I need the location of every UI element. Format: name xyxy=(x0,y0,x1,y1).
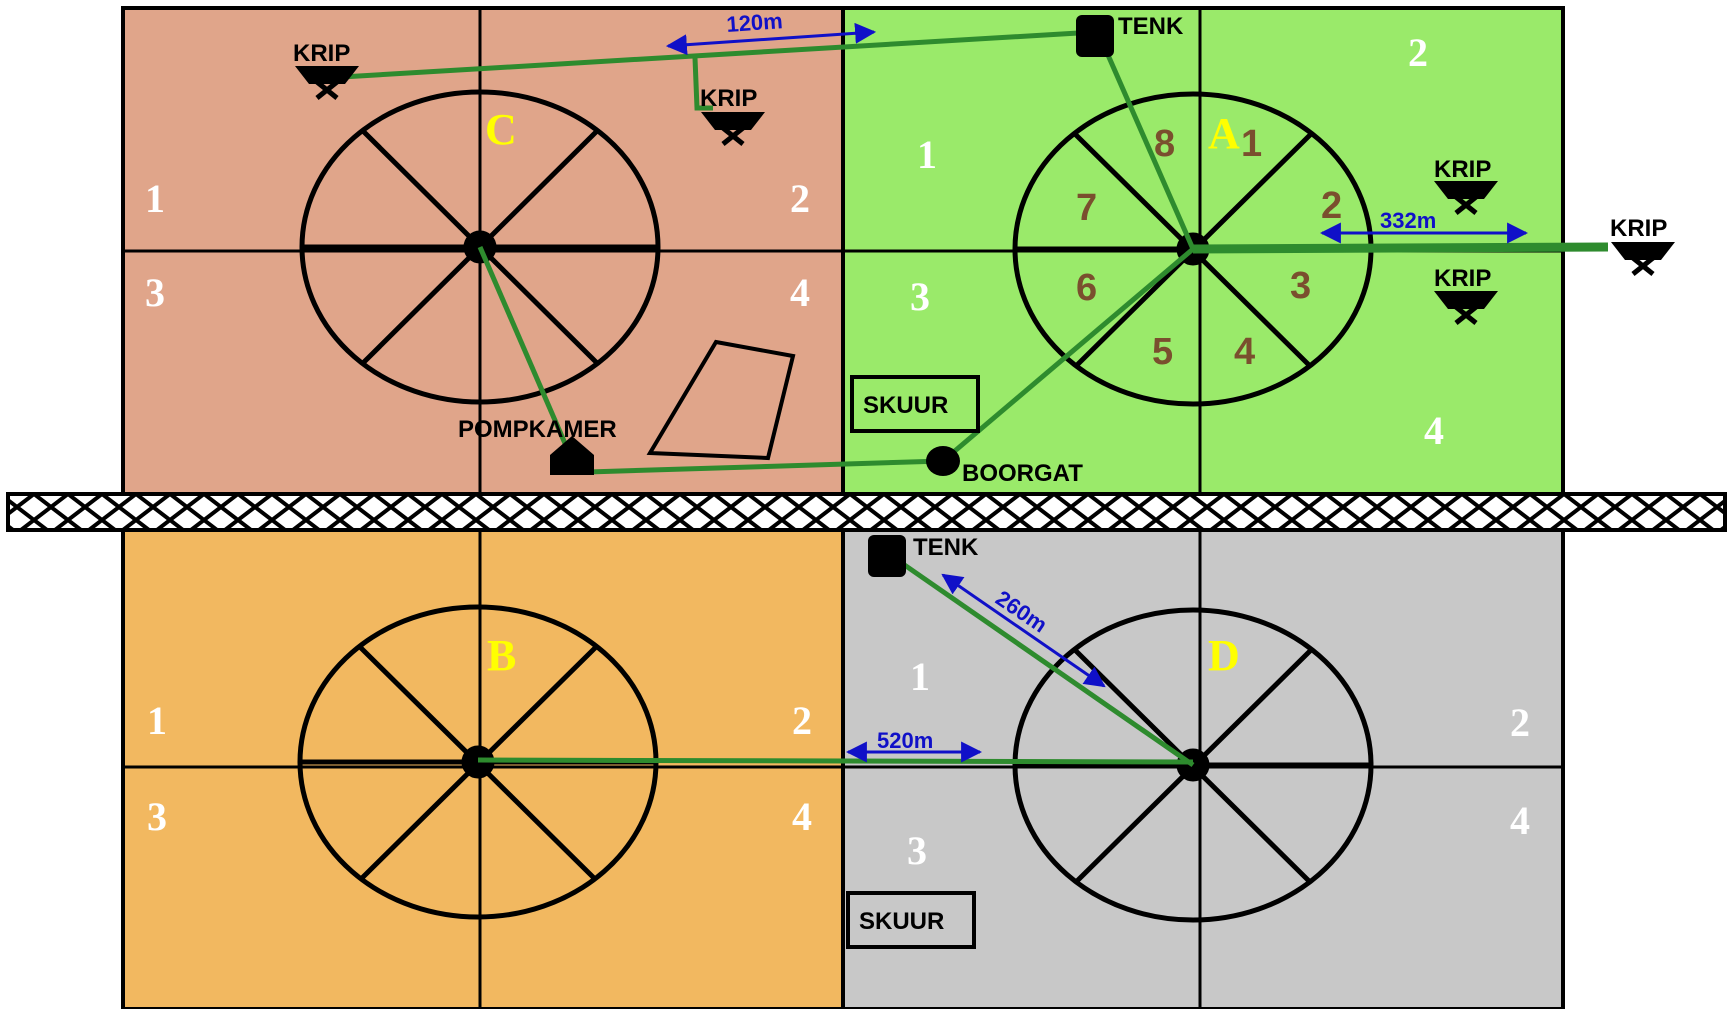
tank-icon xyxy=(868,535,906,577)
shed-d xyxy=(846,891,976,949)
plot-c-letter: C xyxy=(485,105,517,154)
plot-d-camp-2: 2 xyxy=(1510,700,1530,745)
plot-a-sector-2: 2 xyxy=(1321,185,1342,227)
plot-a-camp-2: 2 xyxy=(1408,30,1428,75)
plot-a-sector-8: 8 xyxy=(1154,123,1175,165)
boorgat-label: BOORGAT xyxy=(962,460,1083,487)
plot-c-camp-1: 1 xyxy=(145,176,165,221)
plot-a-sector-4: 4 xyxy=(1234,331,1255,373)
plot-b-letter: B xyxy=(487,631,516,680)
plot-b-camp-3: 3 xyxy=(147,794,167,839)
plot-a-camp-1: 1 xyxy=(917,132,937,177)
plot-c-camp-3: 3 xyxy=(145,270,165,315)
plot-d-camp-4: 4 xyxy=(1510,798,1530,843)
plot-b-camp-2: 2 xyxy=(792,698,812,743)
krip-label: KRIP xyxy=(1434,265,1491,292)
skuur-label: SKUUR xyxy=(859,908,944,935)
distance-120m: 120m xyxy=(726,8,784,37)
tank-icon xyxy=(1076,15,1114,57)
krip-label: KRIP xyxy=(700,85,757,112)
plot-d-camp-1: 1 xyxy=(910,654,930,699)
skuur-label: SKUUR xyxy=(863,392,948,419)
krip-label: KRIP xyxy=(1434,156,1491,183)
distance-332m: 332m xyxy=(1380,208,1436,233)
tenk-label: TENK xyxy=(913,534,979,561)
shed-a xyxy=(850,375,980,433)
plot-a-sector-1: 1 xyxy=(1241,123,1262,165)
plot-d-camp-3: 3 xyxy=(907,828,927,873)
krip-label: KRIP xyxy=(1610,215,1667,242)
plot-c-camp-4: 4 xyxy=(790,270,810,315)
krip-trough-icon xyxy=(1611,242,1675,274)
plot-a-sector-5: 5 xyxy=(1152,331,1173,373)
plot-a-camp-3: 3 xyxy=(910,274,930,319)
plot-a-sector-7: 7 xyxy=(1076,187,1097,229)
plot-d-letter: D xyxy=(1208,631,1240,680)
plot-b-camp-4: 4 xyxy=(792,794,812,839)
pompkamer-label: POMPKAMER xyxy=(458,416,617,443)
plot-a-camp-4: 4 xyxy=(1424,408,1444,453)
plot-a-sector-3: 3 xyxy=(1290,265,1311,307)
distance-arrows xyxy=(665,22,1529,763)
plot-c-camp-2: 2 xyxy=(790,176,810,221)
krip-label: KRIP xyxy=(293,40,350,67)
borehole-icon xyxy=(926,446,960,476)
plot-b-camp-1: 1 xyxy=(147,698,167,743)
tenk-label: TENK xyxy=(1118,13,1184,40)
plot-a-letter: A xyxy=(1208,109,1240,158)
pump-house-icon xyxy=(550,436,594,475)
road-lattice xyxy=(6,492,1727,532)
kraal-outline xyxy=(646,339,796,461)
plot-a-sector-6: 6 xyxy=(1076,267,1097,309)
distance-520m: 520m xyxy=(877,728,933,753)
